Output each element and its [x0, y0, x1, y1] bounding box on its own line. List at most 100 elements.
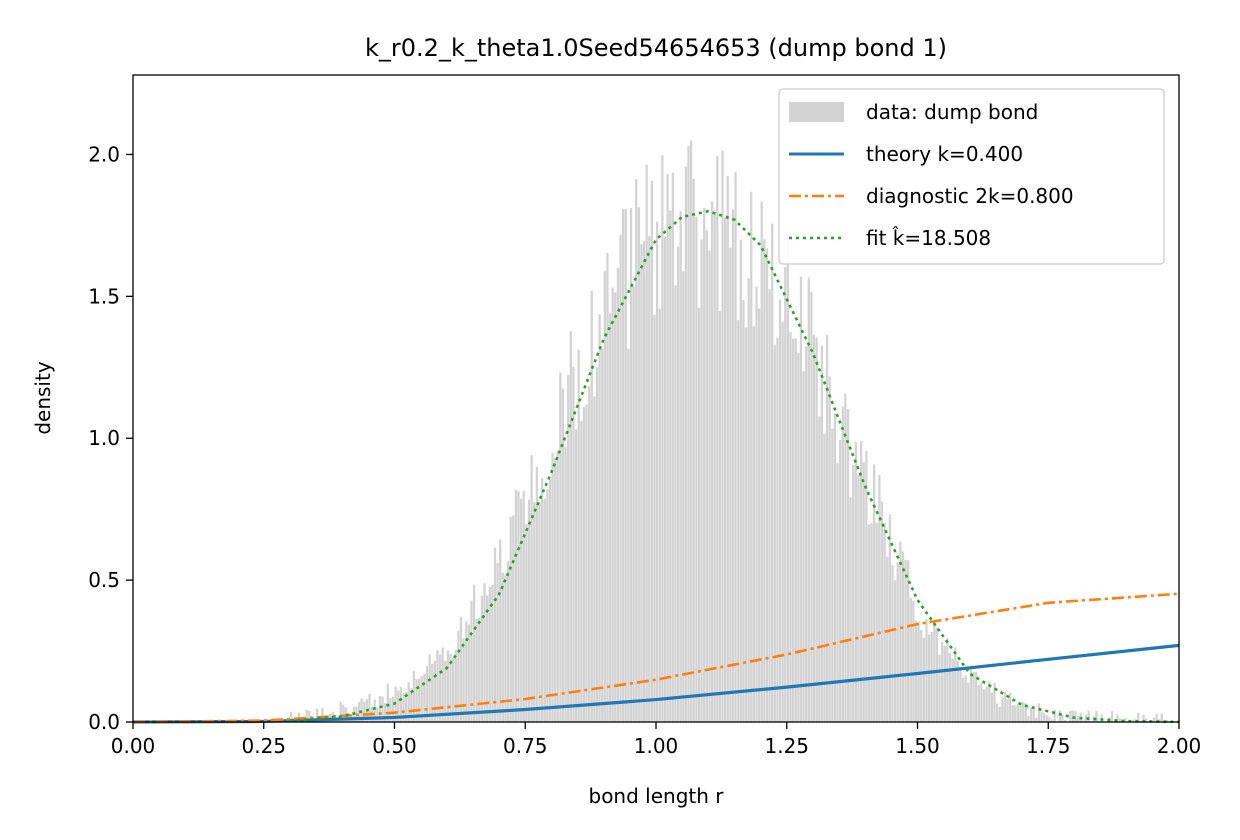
histogram-bar [1118, 718, 1122, 722]
histogram-bar [415, 678, 418, 722]
histogram-bar [1155, 714, 1158, 722]
chart-title: k_r0.2_k_theta1.0Seed54654653 (dump bond… [365, 34, 947, 62]
histogram-bar [873, 464, 876, 722]
histogram-bar [1040, 711, 1043, 722]
histogram-bar [1050, 719, 1054, 722]
histogram-bar [760, 201, 763, 722]
histogram-bar [938, 654, 941, 722]
histogram-bar [852, 464, 855, 722]
histogram-bar [376, 707, 379, 722]
histogram-bar [844, 393, 847, 722]
x-tick-label: 1.25 [764, 734, 809, 758]
x-tick-label: 2.00 [1157, 734, 1202, 758]
histogram-bar [491, 584, 494, 722]
histogram-bar [925, 619, 928, 722]
histogram-bar [841, 406, 844, 722]
histogram-bar [794, 338, 797, 722]
histogram-bar [551, 452, 554, 722]
histogram-bar [781, 321, 784, 722]
histogram-bar [483, 583, 486, 722]
histogram-bar [1152, 717, 1156, 722]
histogram-bar [640, 244, 643, 723]
histogram-bar [684, 166, 688, 723]
histogram-bar [1024, 703, 1027, 722]
histogram-bar [849, 497, 852, 722]
histogram-bar [438, 654, 442, 722]
histogram-bar [956, 661, 959, 722]
histogram-bar [1063, 719, 1067, 722]
histogram-bar [1053, 710, 1056, 722]
histogram-bar [509, 517, 512, 722]
histogram-bar [486, 595, 489, 722]
histogram-bar [606, 253, 609, 723]
histogram-bar [778, 299, 782, 722]
histogram-bar [1022, 701, 1025, 722]
histogram-bar [990, 692, 993, 722]
histogram-bar [961, 677, 965, 722]
histogram-bar [538, 501, 541, 722]
histogram-bar [629, 207, 633, 723]
histogram-bar [577, 349, 580, 722]
histogram-bar [773, 345, 776, 722]
histogram-bar [452, 657, 455, 722]
histogram-bar [608, 313, 612, 722]
histogram-bar [742, 299, 745, 722]
histogram-bar [459, 617, 463, 722]
histogram-bar [1048, 717, 1051, 722]
x-tick-label: 0.50 [372, 734, 417, 758]
histogram-bar [622, 209, 625, 723]
legend-label-diagnostic: diagnostic 2k=0.800 [866, 184, 1074, 208]
histogram-bar [593, 396, 596, 722]
histogram-bar [726, 176, 729, 722]
histogram-bar [893, 580, 897, 722]
histogram-bar [867, 524, 871, 722]
histogram-bar [402, 693, 405, 722]
histogram-bar [907, 560, 910, 722]
histogram-bar [1009, 692, 1012, 722]
histogram-bar [1077, 716, 1080, 722]
histogram-bar [700, 239, 703, 722]
histogram-bar [431, 663, 434, 722]
histogram-bar [648, 236, 651, 722]
histogram-bar [666, 173, 669, 722]
histogram-bar [755, 286, 758, 722]
histogram-bar [598, 314, 601, 722]
histogram-bar [703, 207, 706, 722]
histogram-bar [737, 320, 740, 722]
histogram-bar [828, 376, 831, 722]
histogram-bar [373, 699, 376, 722]
histogram-bar [739, 239, 742, 722]
histogram-bar [488, 586, 491, 722]
histogram-bar [1137, 712, 1140, 722]
histogram-bar [820, 345, 824, 722]
histogram-bar [1084, 714, 1088, 722]
histogram-bar [658, 308, 661, 722]
histogram-bar [948, 652, 952, 722]
legend-label-fit: fit k̂=18.508 [866, 226, 991, 250]
histogram-bar [436, 650, 439, 722]
histogram-bar [404, 691, 408, 722]
histogram-bar [886, 556, 889, 722]
histogram-bar [540, 478, 544, 722]
histogram-bar [601, 348, 604, 722]
histogram-bar [501, 572, 504, 722]
histogram-bar [496, 562, 499, 722]
histogram-bar [397, 690, 400, 722]
histogram-bar [564, 447, 567, 722]
histogram-bar [656, 221, 659, 722]
histogram-bar [527, 499, 531, 722]
histogram-bar [493, 547, 497, 722]
histogram-bar [1032, 709, 1035, 722]
histogram-bar [616, 268, 620, 722]
histogram-bar [812, 334, 816, 722]
histogram-bar [632, 286, 635, 722]
histogram-bar [776, 337, 779, 722]
histogram-bar [433, 660, 436, 722]
histogram-bar [969, 667, 973, 722]
histogram-bar [449, 653, 452, 722]
histogram-bar [645, 164, 648, 722]
histogram-bar [412, 670, 416, 722]
histogram-bar [1014, 705, 1017, 722]
histogram-bar [791, 338, 795, 722]
histogram-bar [582, 406, 586, 722]
